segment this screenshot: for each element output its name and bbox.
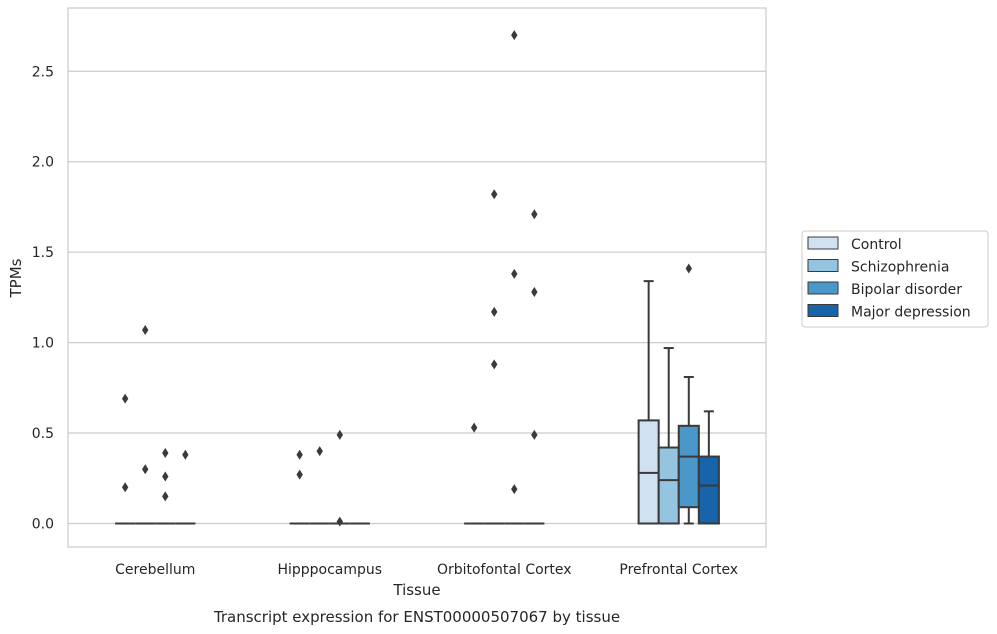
outlier-point	[121, 393, 129, 404]
x-tick-label: Orbitofontal Cortex	[437, 562, 572, 578]
outlier-point	[491, 189, 498, 200]
box-0-0	[115, 393, 136, 525]
legend-frame	[801, 230, 989, 328]
y-axis: 0.0 0.5 1.0 1.5 2.0 2.5	[32, 64, 54, 532]
outlier-point	[531, 209, 538, 220]
box-2-1	[484, 189, 505, 525]
outlier-point	[511, 484, 518, 495]
outlier-point	[316, 446, 323, 457]
x-tick-label: Hipppocampus	[277, 562, 382, 578]
legend-label: Major depression	[851, 305, 971, 321]
outlier-point	[142, 324, 149, 335]
outlier-point	[336, 516, 343, 527]
x-tick-label: Prefrontal Cortex	[619, 562, 738, 578]
box-1-1	[309, 446, 330, 525]
legend-swatch	[807, 259, 839, 272]
outlier-point	[685, 263, 692, 274]
x-axis-label: Tissue	[392, 581, 440, 599]
y-tick-label: 1.5	[32, 245, 54, 261]
legend: Control Schizophrenia Bipolar disorder Majo…	[801, 230, 989, 328]
outlier-point	[491, 306, 498, 317]
box-1-0	[289, 449, 310, 525]
box-0-3	[175, 449, 196, 525]
outlier-point	[162, 471, 169, 482]
outlier-point	[470, 422, 478, 433]
outlier-point	[162, 491, 169, 502]
legend-swatch	[807, 304, 839, 317]
legend-label: Control	[851, 237, 902, 253]
outlier-point	[296, 449, 303, 460]
y-tick-label: 0.0	[32, 516, 54, 532]
outlier-point	[142, 464, 149, 475]
box-iqr	[657, 446, 680, 525]
x-axis: Cerebellum Hipppocampus Orbitofontal Corte…	[115, 562, 738, 578]
outlier-point	[162, 447, 169, 458]
outlier-point	[511, 268, 518, 279]
plot-frame	[67, 7, 767, 548]
y-tick-label: 2.5	[32, 64, 54, 80]
legend-swatch	[807, 236, 839, 250]
legend-label: Bipolar disorder	[851, 282, 962, 298]
y-tick-label: 0.5	[32, 426, 54, 442]
outlier-point	[182, 449, 189, 460]
box-iqr	[697, 455, 720, 525]
box-2-3	[524, 209, 545, 525]
plot-area	[115, 30, 720, 527]
y-tick-label: 2.0	[32, 155, 54, 171]
outlier-point	[491, 359, 498, 370]
legend-label: Schizophrenia	[851, 260, 949, 276]
box-1-2	[329, 429, 350, 527]
y-tick-label: 1.0	[32, 336, 54, 352]
outlier-point	[336, 429, 343, 440]
box-2-0	[464, 422, 485, 525]
y-axis-label: TPMs	[7, 258, 25, 298]
box-iqr	[677, 424, 700, 509]
x-tick-label: Cerebellum	[115, 562, 195, 578]
legend-swatch	[807, 281, 839, 295]
box-3-1	[657, 347, 680, 525]
outlier-point	[296, 469, 303, 480]
box-2-2	[504, 30, 525, 525]
box-3-2	[677, 263, 700, 525]
box-0-1	[135, 324, 156, 525]
chart-caption: Transcript expression for ENST0000050706…	[213, 608, 620, 626]
outlier-point	[121, 482, 129, 493]
outlier-point	[531, 286, 538, 297]
box-3-0	[637, 280, 660, 525]
outlier-point	[531, 429, 538, 440]
box-3-3	[697, 410, 720, 525]
outlier-point	[511, 30, 518, 41]
box-0-2	[155, 447, 176, 525]
